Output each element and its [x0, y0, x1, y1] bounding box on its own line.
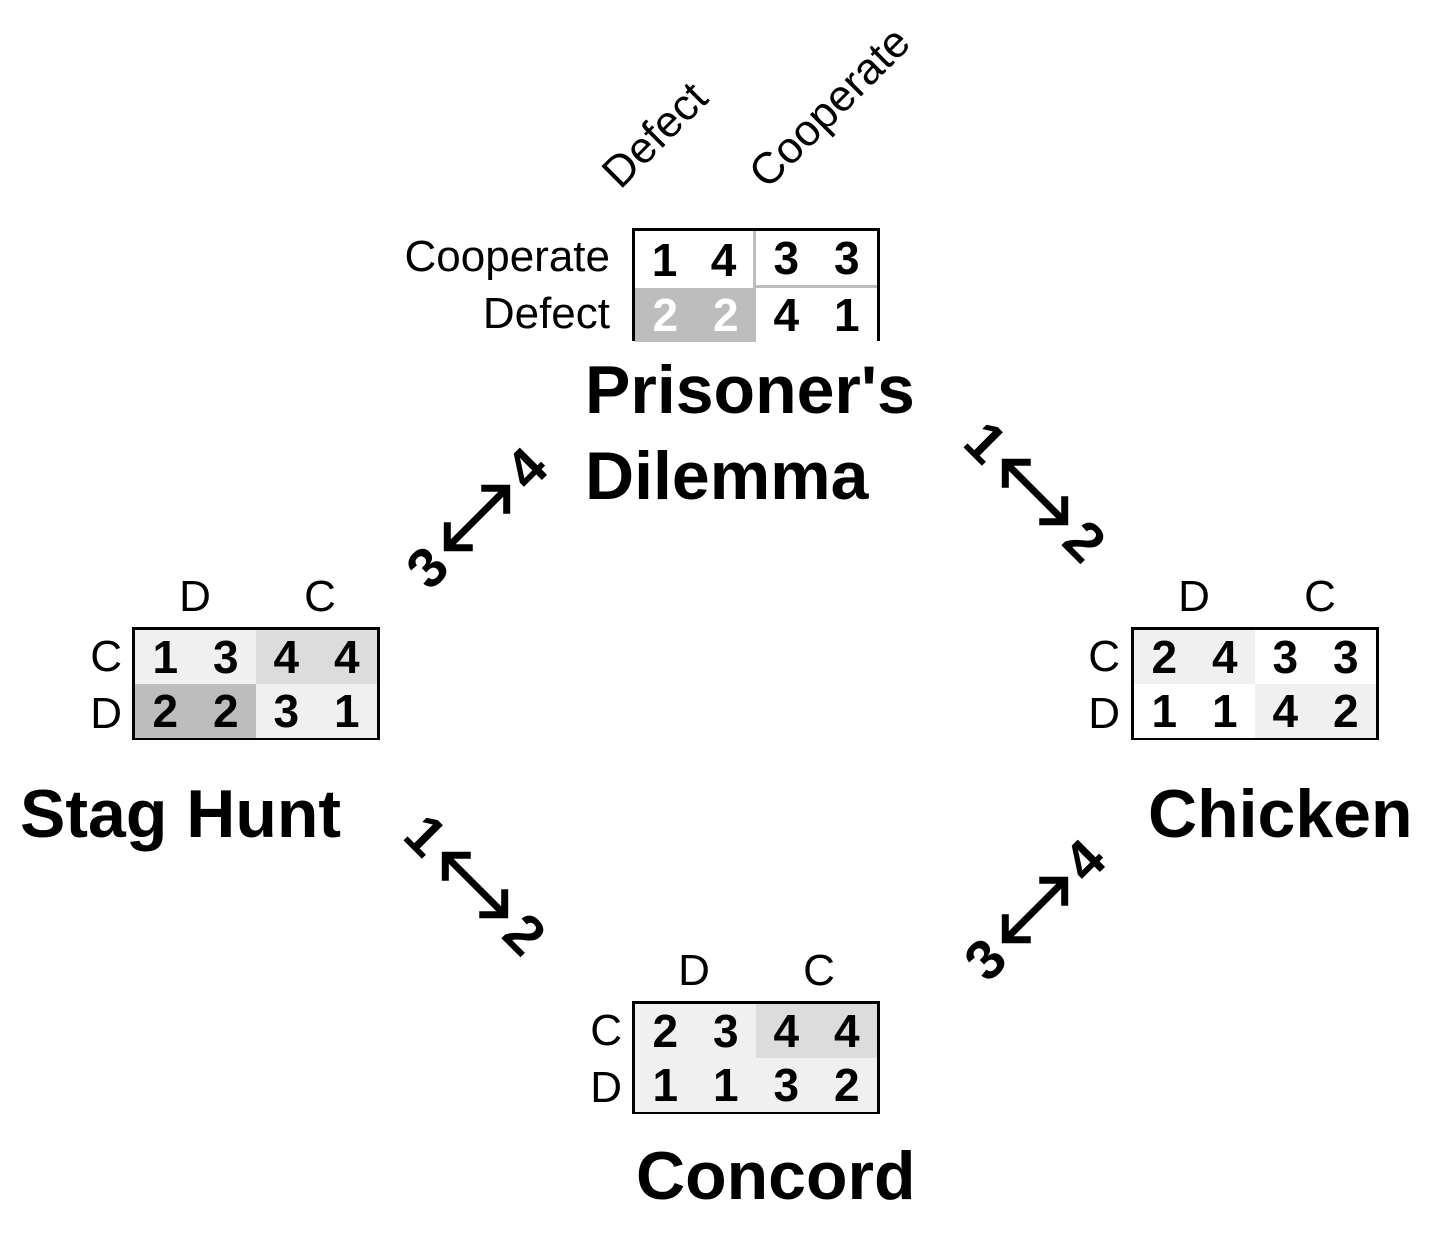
row-player-payoff: 1 — [152, 631, 179, 683]
pd-title-line2: Dilemma — [585, 438, 869, 514]
column-player-payoff: 3 — [833, 232, 860, 284]
double-arrow-icon — [1001, 876, 1069, 944]
stag-col-label-c: C — [304, 572, 336, 621]
double-arrow-icon — [443, 484, 511, 552]
row-player-payoff: 2 — [652, 289, 679, 341]
row-player-payoff: 4 — [1272, 685, 1299, 737]
column-player-payoff: 3 — [1332, 631, 1359, 683]
column-player-payoff: 2 — [1332, 685, 1359, 737]
column-player-payoff: 3 — [712, 1005, 739, 1057]
concord-title: Concord — [636, 1138, 916, 1214]
column-player-payoff: 4 — [833, 1005, 860, 1057]
column-player-payoff: 1 — [833, 289, 860, 341]
column-player-payoff: 1 — [712, 1059, 739, 1111]
column-player-payoff: 3 — [212, 631, 239, 683]
stag-row-label-c: C — [90, 632, 122, 681]
pd-title-line1: Prisoner's — [585, 352, 915, 428]
chicken-col-label-d: D — [1178, 572, 1210, 621]
row-player-payoff: 4 — [773, 289, 800, 341]
column-player-payoff: 2 — [712, 289, 739, 341]
row-player-payoff: 2 — [152, 685, 179, 737]
stag-title: Stag Hunt — [20, 776, 342, 852]
swap-pd-chicken: 1 2 — [950, 407, 1120, 577]
stag-col-label-d: D — [179, 572, 211, 621]
chicken-col-label-c: C — [1304, 572, 1336, 621]
row-player-payoff: 1 — [652, 1059, 679, 1111]
pd-col-label-cooperate: Cooperate — [739, 17, 920, 198]
row-player-payoff: 2 — [1151, 631, 1178, 683]
pd-row-label-cooperate: Cooperate — [404, 232, 610, 281]
chicken-row-label-c: C — [1088, 632, 1120, 681]
stag-row-label-d: D — [90, 689, 122, 738]
double-arrow-icon — [1001, 458, 1069, 526]
column-player-payoff: 1 — [1211, 685, 1238, 737]
row-player-payoff: 2 — [652, 1005, 679, 1057]
concord-row-label-c: C — [590, 1006, 622, 1055]
column-player-payoff: 2 — [833, 1059, 860, 1111]
column-player-payoff: 4 — [333, 631, 360, 683]
row-player-payoff: 4 — [273, 631, 300, 683]
row-player-payoff: 3 — [773, 1059, 800, 1111]
pd-col-label-defect: Defect — [592, 72, 718, 198]
double-arrow-icon — [441, 851, 509, 919]
pd-row-label-defect: Defect — [482, 289, 610, 338]
chicken-row-label-d: D — [1088, 689, 1120, 738]
swap-concord-chicken: 3 4 — [950, 825, 1120, 995]
swap-pd-stag: 3 4 — [392, 433, 562, 603]
row-player-payoff: 3 — [273, 685, 300, 737]
row-player-payoff: 3 — [773, 232, 800, 284]
chicken-title: Chicken — [1148, 776, 1413, 852]
column-player-payoff: 4 — [710, 233, 737, 286]
concord-row-label-d: D — [590, 1063, 622, 1112]
column-player-payoff: 4 — [1211, 631, 1238, 683]
row-player-payoff: 1 — [1151, 685, 1178, 737]
concord-col-label-d: D — [678, 946, 710, 995]
swap-stag-concord: 1 2 — [390, 800, 560, 970]
row-player-payoff: 3 — [1272, 631, 1299, 683]
column-player-payoff: 1 — [333, 685, 360, 737]
row-player-payoff: 1 — [651, 233, 678, 286]
column-player-payoff: 2 — [212, 685, 239, 737]
row-player-payoff: 4 — [773, 1005, 800, 1057]
concord-col-label-c: C — [803, 946, 835, 995]
